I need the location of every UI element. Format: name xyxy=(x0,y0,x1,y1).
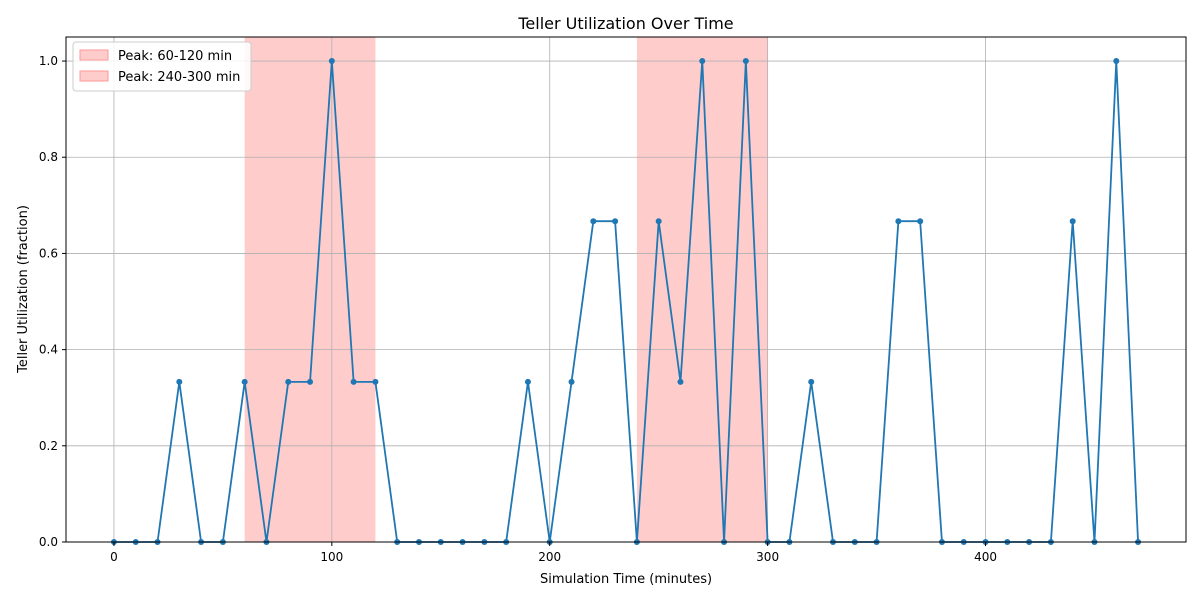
data-point xyxy=(808,378,815,385)
shaded-region-2 xyxy=(636,37,768,542)
legend-label: Peak: 60-120 min xyxy=(118,49,232,64)
data-point xyxy=(742,58,749,65)
data-point xyxy=(372,378,379,385)
y-tick-label: 0.0 xyxy=(39,535,58,549)
shaded-regions xyxy=(244,37,768,542)
legend: Peak: 60-120 min Peak: 240-300 min xyxy=(72,41,252,92)
x-tick-label: 400 xyxy=(974,550,997,564)
data-point xyxy=(307,378,314,385)
legend-swatch xyxy=(79,70,109,82)
y-axis-ticks: 0.0 0.2 0.4 0.6 0.8 1.0 xyxy=(39,54,66,549)
y-tick-label: 0.6 xyxy=(39,246,58,260)
data-point xyxy=(524,378,531,385)
data-point xyxy=(285,378,292,385)
data-point xyxy=(895,218,902,225)
data-point xyxy=(655,218,662,225)
y-tick-label: 1.0 xyxy=(39,54,58,68)
data-point xyxy=(1069,218,1076,225)
shaded-region-1 xyxy=(244,37,376,542)
data-point xyxy=(1113,58,1120,65)
data-point xyxy=(350,378,357,385)
x-tick-label: 0 xyxy=(110,550,118,564)
data-point xyxy=(328,58,335,65)
data-point xyxy=(590,218,597,225)
y-axis-label: Teller Utilization (fraction) xyxy=(16,205,31,374)
plot-frame xyxy=(65,36,1187,543)
y-tick-label: 0.2 xyxy=(39,439,58,453)
legend-box xyxy=(72,41,252,92)
y-tick-label: 0.4 xyxy=(39,343,58,357)
data-point xyxy=(176,378,183,385)
data-point xyxy=(612,218,619,225)
y-tick-label: 0.8 xyxy=(39,150,58,164)
data-point xyxy=(917,218,924,225)
chart-title: Teller Utilization Over Time xyxy=(517,14,733,33)
legend-swatch xyxy=(79,49,109,61)
x-tick-label: 100 xyxy=(320,550,343,564)
x-axis-ticks: 0 100 200 300 400 xyxy=(110,542,997,564)
data-point xyxy=(699,58,706,65)
data-point xyxy=(241,378,248,385)
data-point xyxy=(677,378,684,385)
x-tick-label: 200 xyxy=(538,550,561,564)
x-axis-label: Simulation Time (minutes) xyxy=(540,572,712,587)
grid-lines xyxy=(66,37,1186,543)
data-point xyxy=(568,378,575,385)
legend-label: Peak: 240-300 min xyxy=(118,70,240,85)
x-tick-label: 300 xyxy=(756,550,779,564)
